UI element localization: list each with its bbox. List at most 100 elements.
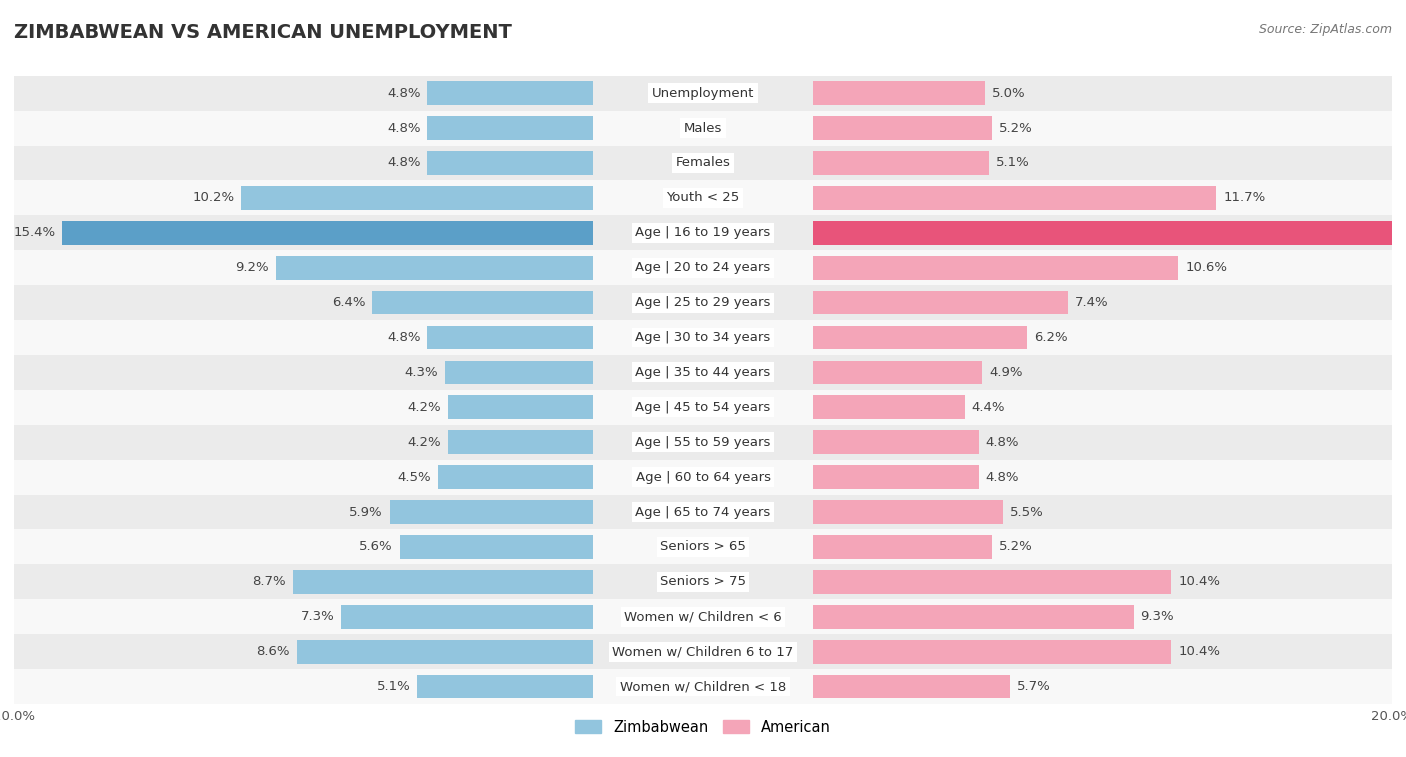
- Text: 4.2%: 4.2%: [408, 400, 441, 414]
- Text: 4.8%: 4.8%: [986, 436, 1019, 449]
- Text: 10.4%: 10.4%: [1178, 575, 1220, 588]
- Bar: [14, 459, 1392, 494]
- Text: 4.5%: 4.5%: [398, 471, 430, 484]
- Bar: [813, 640, 1171, 664]
- Bar: [389, 500, 593, 524]
- Text: 5.2%: 5.2%: [1000, 122, 1033, 135]
- Bar: [14, 76, 1392, 111]
- Bar: [813, 430, 979, 454]
- Bar: [427, 81, 593, 105]
- Text: 7.3%: 7.3%: [301, 610, 335, 623]
- Text: 8.7%: 8.7%: [253, 575, 287, 588]
- Text: Age | 30 to 34 years: Age | 30 to 34 years: [636, 331, 770, 344]
- Text: Age | 25 to 29 years: Age | 25 to 29 years: [636, 296, 770, 309]
- Bar: [14, 529, 1392, 565]
- Bar: [813, 221, 1406, 245]
- Text: 7.4%: 7.4%: [1076, 296, 1109, 309]
- Bar: [14, 634, 1392, 669]
- Text: Source: ZipAtlas.com: Source: ZipAtlas.com: [1258, 23, 1392, 36]
- Bar: [242, 186, 593, 210]
- Bar: [437, 466, 593, 489]
- Bar: [14, 390, 1392, 425]
- Bar: [14, 669, 1392, 704]
- Bar: [14, 320, 1392, 355]
- Bar: [14, 285, 1392, 320]
- Text: Age | 35 to 44 years: Age | 35 to 44 years: [636, 366, 770, 379]
- Bar: [813, 256, 1178, 279]
- Bar: [14, 180, 1392, 215]
- Text: 8.6%: 8.6%: [256, 645, 290, 658]
- Bar: [342, 605, 593, 628]
- Text: 6.4%: 6.4%: [332, 296, 366, 309]
- Text: 10.6%: 10.6%: [1185, 261, 1227, 274]
- Text: 5.9%: 5.9%: [349, 506, 382, 519]
- Bar: [14, 111, 1392, 145]
- Text: ZIMBABWEAN VS AMERICAN UNEMPLOYMENT: ZIMBABWEAN VS AMERICAN UNEMPLOYMENT: [14, 23, 512, 42]
- Bar: [813, 326, 1026, 350]
- Bar: [14, 215, 1392, 251]
- Text: 4.8%: 4.8%: [387, 122, 420, 135]
- Text: Seniors > 65: Seniors > 65: [659, 540, 747, 553]
- Text: 4.3%: 4.3%: [404, 366, 437, 379]
- Bar: [297, 640, 593, 664]
- Text: Age | 60 to 64 years: Age | 60 to 64 years: [636, 471, 770, 484]
- Text: 10.2%: 10.2%: [193, 192, 235, 204]
- Text: 5.1%: 5.1%: [377, 680, 411, 693]
- Bar: [813, 360, 981, 385]
- Text: Age | 55 to 59 years: Age | 55 to 59 years: [636, 436, 770, 449]
- Text: 5.5%: 5.5%: [1010, 506, 1043, 519]
- Text: 4.2%: 4.2%: [408, 436, 441, 449]
- Text: 5.1%: 5.1%: [995, 157, 1029, 170]
- Bar: [813, 466, 979, 489]
- Bar: [813, 674, 1010, 699]
- Bar: [427, 151, 593, 175]
- Bar: [813, 291, 1069, 314]
- Bar: [292, 570, 593, 593]
- Bar: [14, 425, 1392, 459]
- Bar: [813, 186, 1216, 210]
- Bar: [14, 251, 1392, 285]
- Text: 5.0%: 5.0%: [993, 86, 1026, 100]
- Text: 5.7%: 5.7%: [1017, 680, 1050, 693]
- Text: 4.8%: 4.8%: [986, 471, 1019, 484]
- Bar: [14, 494, 1392, 529]
- Text: 9.2%: 9.2%: [235, 261, 269, 274]
- Bar: [813, 395, 965, 419]
- Bar: [373, 291, 593, 314]
- Text: 11.7%: 11.7%: [1223, 192, 1265, 204]
- Text: 4.8%: 4.8%: [387, 86, 420, 100]
- Text: Age | 16 to 19 years: Age | 16 to 19 years: [636, 226, 770, 239]
- Bar: [813, 81, 986, 105]
- Text: 10.4%: 10.4%: [1178, 645, 1220, 658]
- Text: Age | 45 to 54 years: Age | 45 to 54 years: [636, 400, 770, 414]
- Bar: [14, 565, 1392, 600]
- Text: 4.8%: 4.8%: [387, 157, 420, 170]
- Bar: [399, 535, 593, 559]
- Text: 4.4%: 4.4%: [972, 400, 1005, 414]
- Text: Women w/ Children 6 to 17: Women w/ Children 6 to 17: [613, 645, 793, 658]
- Text: Males: Males: [683, 122, 723, 135]
- Text: 9.3%: 9.3%: [1140, 610, 1174, 623]
- Bar: [449, 395, 593, 419]
- Text: 5.2%: 5.2%: [1000, 540, 1033, 553]
- Bar: [14, 600, 1392, 634]
- Text: Females: Females: [675, 157, 731, 170]
- Text: Age | 65 to 74 years: Age | 65 to 74 years: [636, 506, 770, 519]
- Bar: [14, 145, 1392, 180]
- Text: 5.6%: 5.6%: [360, 540, 392, 553]
- Bar: [813, 151, 988, 175]
- Legend: Zimbabwean, American: Zimbabwean, American: [569, 714, 837, 740]
- Text: Unemployment: Unemployment: [652, 86, 754, 100]
- Text: Women w/ Children < 6: Women w/ Children < 6: [624, 610, 782, 623]
- Bar: [449, 430, 593, 454]
- Text: Youth < 25: Youth < 25: [666, 192, 740, 204]
- Bar: [813, 605, 1133, 628]
- Bar: [427, 326, 593, 350]
- Bar: [813, 570, 1171, 593]
- Text: Women w/ Children < 18: Women w/ Children < 18: [620, 680, 786, 693]
- Text: Age | 20 to 24 years: Age | 20 to 24 years: [636, 261, 770, 274]
- Bar: [62, 221, 593, 245]
- Bar: [276, 256, 593, 279]
- Bar: [427, 116, 593, 140]
- Bar: [813, 116, 993, 140]
